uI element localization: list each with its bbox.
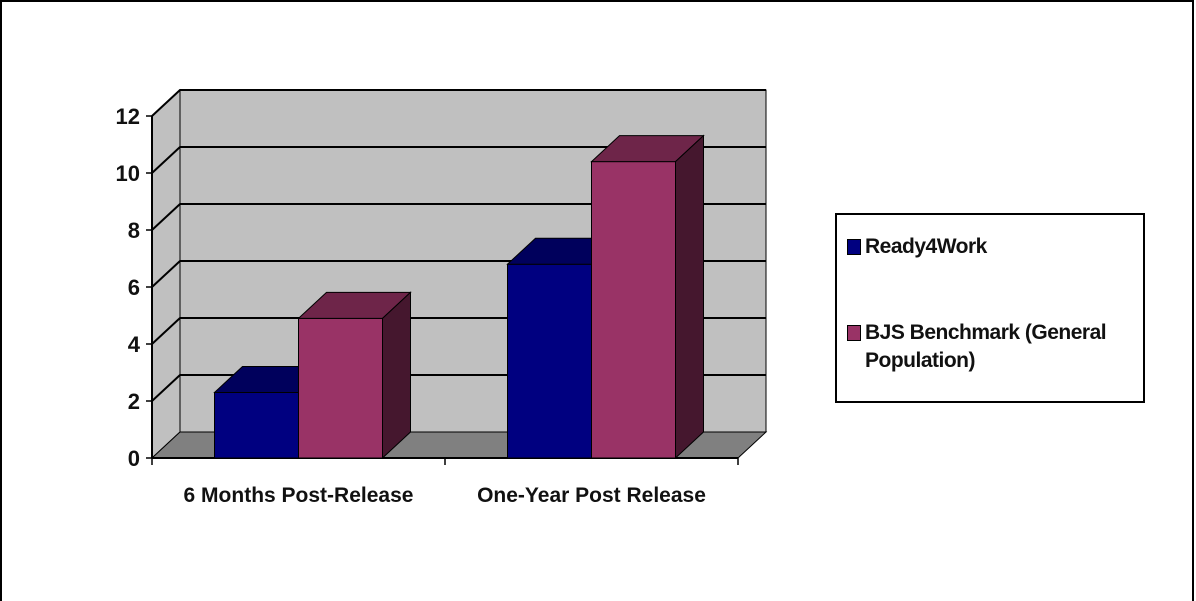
chart-bars xyxy=(213,134,705,460)
legend-swatch-ready4work xyxy=(847,239,861,255)
chart-labels: 0 2 4 6 8 10 12 6 Months Post-Release One-Year P… xyxy=(116,104,706,507)
legend-item-bjs-benchmark: BJS Benchmark (General Population) xyxy=(847,319,1135,375)
y-tick-label-6: 6 xyxy=(128,275,140,300)
bar-1-1 xyxy=(591,161,676,459)
bar-0-0 xyxy=(214,391,299,459)
y-tick-label-2: 2 xyxy=(128,389,140,414)
chart-legend: Ready4Work BJS Benchmark (General Popula… xyxy=(835,213,1145,403)
legend-item-ready4work: Ready4Work xyxy=(847,233,1135,261)
y-tick-label-12: 12 xyxy=(116,104,140,129)
y-tick-label-0: 0 xyxy=(128,446,140,471)
y-tick-label-4: 4 xyxy=(128,332,141,357)
bar-1-0 xyxy=(507,263,592,459)
bar-0-1 xyxy=(298,317,383,459)
y-tick-label-10: 10 xyxy=(116,161,140,186)
gridline-8 xyxy=(151,203,766,231)
gridline-12 xyxy=(151,89,766,117)
legend-label-ready4work: Ready4Work xyxy=(865,235,987,258)
x-tick-label-1: One-Year Post Release xyxy=(477,484,706,507)
legend-swatch-bjs-benchmark xyxy=(847,325,861,341)
bar-side-0-1 xyxy=(382,291,411,460)
x-tick-label-0: 6 Months Post-Release xyxy=(184,484,414,507)
gridline-10 xyxy=(151,146,766,174)
bar-side-1-1 xyxy=(675,134,704,460)
chart-gridlines xyxy=(151,89,766,402)
y-tick-label-8: 8 xyxy=(128,218,140,243)
legend-label-bjs-benchmark: BJS Benchmark (General Population) xyxy=(865,321,1107,372)
